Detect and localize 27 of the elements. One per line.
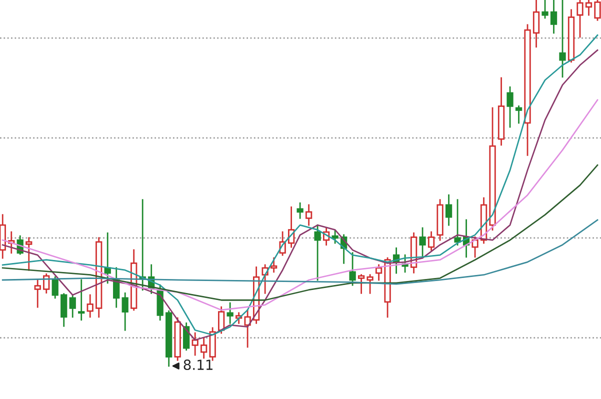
candlestick: [86, 294, 94, 318]
candlestick: [498, 77, 505, 146]
candlestick: [428, 231, 435, 251]
candlestick: [166, 310, 172, 367]
candlestick: [26, 237, 32, 271]
candlestick: [183, 322, 190, 351]
candlestick: [60, 293, 68, 327]
candlestick: [358, 274, 365, 294]
candlestick: [559, 0, 566, 78]
candlestick: [515, 105, 522, 124]
candlestick: [200, 337, 208, 359]
candlestick: [550, 0, 558, 34]
candlestick: [34, 279, 41, 308]
candlestick: [568, 9, 575, 63]
candlestick: [445, 194, 452, 226]
candlestick: [192, 332, 198, 356]
candlestick: [296, 202, 304, 219]
candlestick: [532, 0, 540, 48]
candlestick: [209, 327, 216, 361]
candlestick: [0, 214, 6, 259]
candlestick: [78, 279, 85, 321]
candlestick: [226, 302, 234, 324]
candlestick: [419, 227, 426, 258]
candlestick: [122, 292, 128, 331]
annotation: 8.11: [184, 360, 212, 370]
candlestick: [43, 273, 50, 294]
candlestick: [305, 204, 312, 226]
